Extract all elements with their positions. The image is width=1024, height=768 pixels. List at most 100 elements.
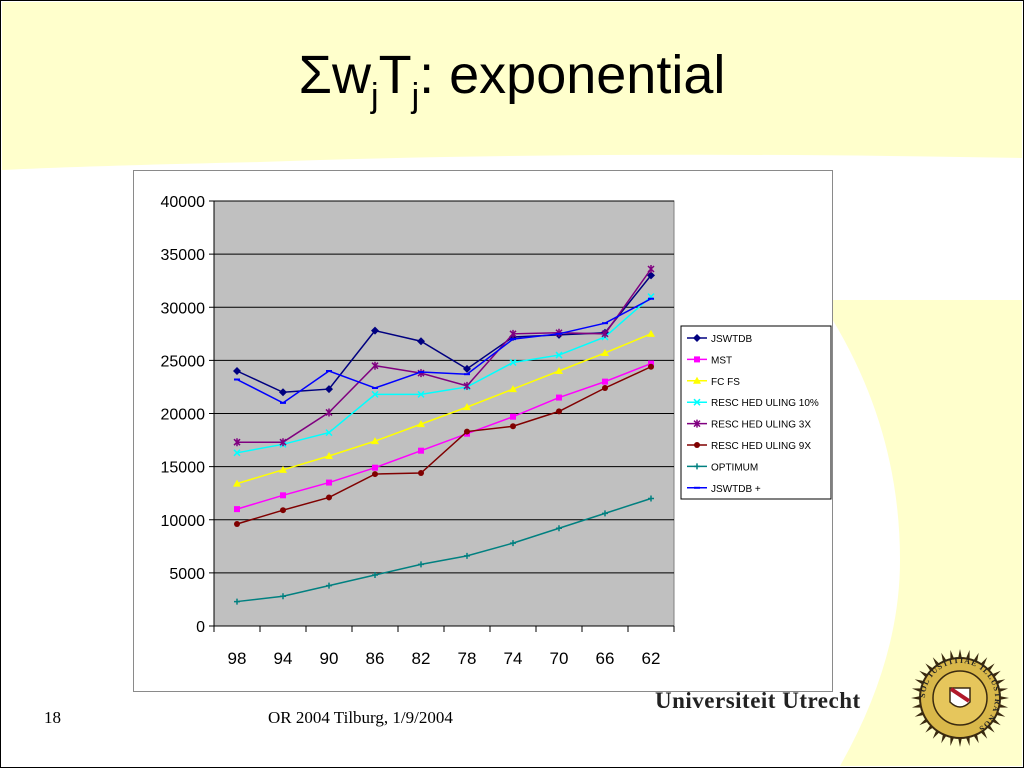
data-point [371,390,379,398]
slide-title: ΣwjTj: exponential [0,44,1024,116]
legend-item: RESC HED ULING 9X [687,441,811,452]
data-point [417,390,425,398]
title-sigma: Σ [298,45,333,105]
x-tick-label: 86 [366,649,385,668]
x-tick-label: 78 [458,649,477,668]
series-line [237,268,652,443]
data-point [372,572,378,578]
legend-marker [693,419,701,428]
data-point [510,413,516,420]
data-point [463,403,471,411]
legend-label: RESC HED ULING 10% [711,398,819,409]
legend-marker [693,334,701,342]
data-point [279,465,287,473]
y-tick-label: 10000 [161,513,206,530]
data-point [510,423,516,430]
data-point [509,385,517,393]
data-point [326,494,332,501]
legend-item: RESC HED ULING 3X [687,419,811,431]
data-point [325,408,333,417]
legend-item: JSWTDB [687,334,752,345]
legend-item: MST [687,355,732,366]
data-point [280,492,286,499]
data-point [555,351,563,359]
data-point [648,360,654,367]
right-curve-shape [820,300,1022,766]
legend-marker [693,376,701,384]
data-point [602,385,608,391]
data-point [510,540,516,547]
y-tick-label: 20000 [161,407,206,424]
data-point [371,437,379,445]
legend-item: FC FS [687,376,740,388]
series-line [236,362,652,510]
legend-box [680,325,832,500]
title-w: w [332,45,372,105]
x-tick-label: 66 [596,649,615,668]
y-tick-label: 5000 [169,566,205,583]
data-point [647,271,655,280]
legend-item: JSWTDB + [687,484,761,495]
data-point [417,420,425,428]
data-point [279,388,287,397]
series-line [236,333,652,485]
data-point [647,329,655,337]
series-line [236,366,652,525]
y-tick-label: 30000 [161,300,206,317]
legend-marker [694,356,700,363]
data-point [325,429,333,437]
data-point [418,447,424,454]
data-point [234,506,240,513]
y-tick-label: 25000 [161,353,206,370]
data-point [233,449,241,457]
legend-label: FC FS [711,377,740,388]
series-optimum [234,495,654,605]
series-line [236,497,652,603]
y-tick-label: 35000 [161,247,206,264]
x-tick-label: 90 [320,649,339,668]
x-tick-label: 98 [228,649,247,668]
data-point [233,438,241,447]
legend-item: RESC HED ULING 10% [687,398,819,409]
x-tick-label: 62 [642,649,661,668]
data-point [464,428,470,435]
series-line [236,296,652,454]
legend: JSWTDB MST FC FS RESC HED ULING 10% RESC HED… [680,325,832,500]
footer-text: OR 2004 Tilburg, 1/9/2004 [268,708,453,727]
seal-shield-mark [949,687,971,703]
series-line [236,298,652,404]
legend-marker [694,463,700,470]
x-tick-label: 82 [412,649,431,668]
data-point [556,408,562,415]
data-point [602,510,608,517]
data-point [601,348,609,356]
university-name: Universiteit Utrecht [655,688,861,713]
legend-label: OPTIMUM [711,462,758,473]
legend-label: JSWTDB + [711,484,761,495]
x-tick-label: 70 [550,649,569,668]
chart-container: 0 5000 10000 15000 20000 25000 30000 35000 40000… [133,170,833,692]
data-point [280,593,286,600]
data-point [509,358,517,367]
title-rest: : exponential [419,45,726,105]
top-band-shape [2,2,1022,170]
legend-label: JSWTDB [711,334,752,345]
data-point [555,367,563,374]
data-point [372,464,378,471]
title-t: T [378,45,412,105]
data-point [509,329,517,338]
page-number: 18 [44,708,61,727]
title-sub-j: j [371,77,379,115]
data-point [280,507,286,514]
series-resc-hed-uling-9x [234,363,654,527]
data-point [417,337,425,346]
y-tick-label: 0 [196,619,205,636]
legend-item: OPTIMUM [687,462,758,473]
data-point [648,495,654,502]
series-fc-fs [233,329,655,487]
x-tick-label: 94 [274,649,293,668]
university-seal: SOL IUSTITIAE ILLUSTRA NOS [911,649,1009,747]
data-point [234,598,240,605]
data-point [647,265,655,273]
data-point [556,525,562,532]
